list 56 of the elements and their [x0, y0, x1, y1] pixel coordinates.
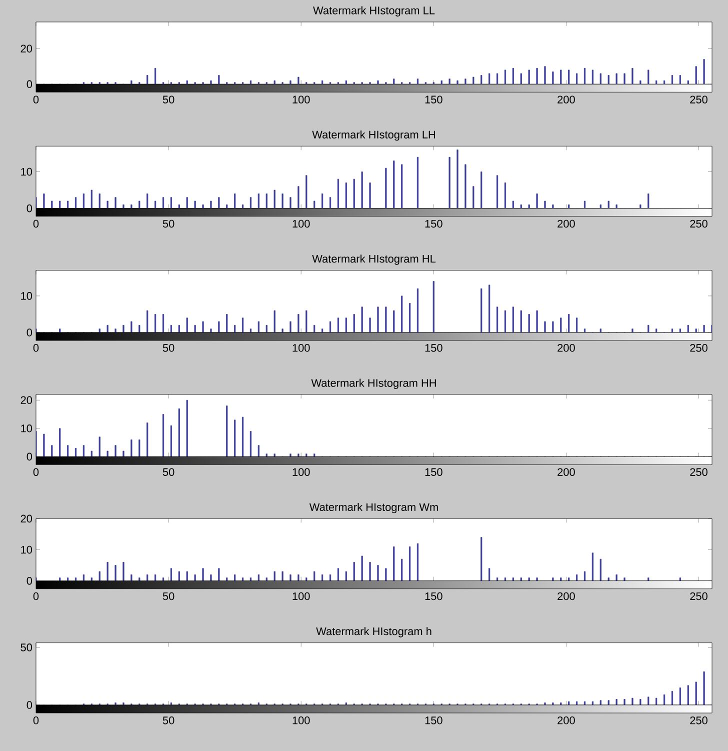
- chart-title: Watermark HIstogram h: [316, 627, 432, 638]
- y-tick-label: 10: [21, 168, 32, 176]
- y-tick-label: 10: [21, 292, 32, 300]
- x-tick-label: 50: [162, 468, 174, 476]
- x-tick-label: 250: [690, 344, 708, 352]
- x-tick-label: 50: [162, 592, 174, 600]
- x-tick-label: 200: [558, 96, 575, 104]
- x-tick-label: 150: [425, 468, 442, 476]
- x-tick-label: 0: [33, 468, 39, 476]
- y-tick-label: 0: [26, 204, 32, 212]
- x-tick-label: 100: [292, 468, 310, 476]
- x-tick-label: 200: [558, 220, 575, 228]
- x-tick-label: 50: [162, 344, 174, 352]
- y-tick-label: 10: [21, 424, 32, 432]
- x-tick-label: 250: [690, 96, 708, 104]
- x-tick-label: 100: [292, 96, 310, 104]
- x-tick-label: 150: [425, 716, 442, 724]
- x-tick-label: 150: [425, 220, 442, 228]
- x-tick-label: 150: [425, 592, 442, 600]
- x-tick-label: 0: [33, 716, 39, 724]
- x-tick-label: 0: [33, 344, 39, 352]
- x-tick-label: 100: [292, 220, 310, 228]
- y-tick-label: 0: [26, 452, 32, 461]
- x-tick-label: 250: [690, 592, 708, 600]
- y-tick-label: 0: [26, 576, 32, 585]
- chart-title: Watermark HIstogram HL: [312, 254, 436, 265]
- x-tick-label: 100: [292, 716, 310, 724]
- y-tick-label: 0: [26, 80, 32, 88]
- y-tick-label: 50: [20, 644, 32, 652]
- chart-title: Watermark HIstogram Wm: [309, 502, 438, 514]
- x-tick-label: 200: [558, 592, 575, 600]
- x-tick-label: 200: [558, 344, 575, 352]
- x-tick-label: 100: [292, 344, 310, 352]
- y-tick-label: 10: [21, 546, 32, 554]
- x-tick-label: 150: [425, 96, 442, 104]
- x-tick-label: 250: [690, 220, 708, 228]
- y-tick-label: 20: [20, 396, 32, 404]
- chart-title: Watermark HIstogram HH: [311, 378, 436, 389]
- x-tick-label: 50: [162, 716, 174, 724]
- y-tick-label: 20: [20, 514, 32, 523]
- y-tick-label: 20: [20, 44, 32, 53]
- x-tick-label: 50: [162, 96, 174, 104]
- chart-title: Watermark HIstogram LH: [312, 130, 435, 141]
- x-tick-label: 100: [292, 592, 310, 600]
- x-tick-label: 250: [690, 468, 708, 476]
- x-tick-label: 50: [162, 220, 174, 228]
- x-tick-label: 0: [33, 96, 39, 104]
- x-tick-label: 150: [425, 344, 442, 352]
- x-tick-label: 0: [33, 220, 39, 228]
- x-tick-label: 200: [558, 716, 575, 724]
- x-tick-label: 250: [690, 716, 708, 724]
- x-tick-label: 200: [558, 468, 575, 476]
- y-tick-label: 0: [26, 701, 32, 709]
- y-tick-label: 0: [26, 328, 32, 336]
- x-tick-label: 0: [33, 592, 39, 600]
- chart-title: Watermark HIstogram LL: [313, 6, 435, 16]
